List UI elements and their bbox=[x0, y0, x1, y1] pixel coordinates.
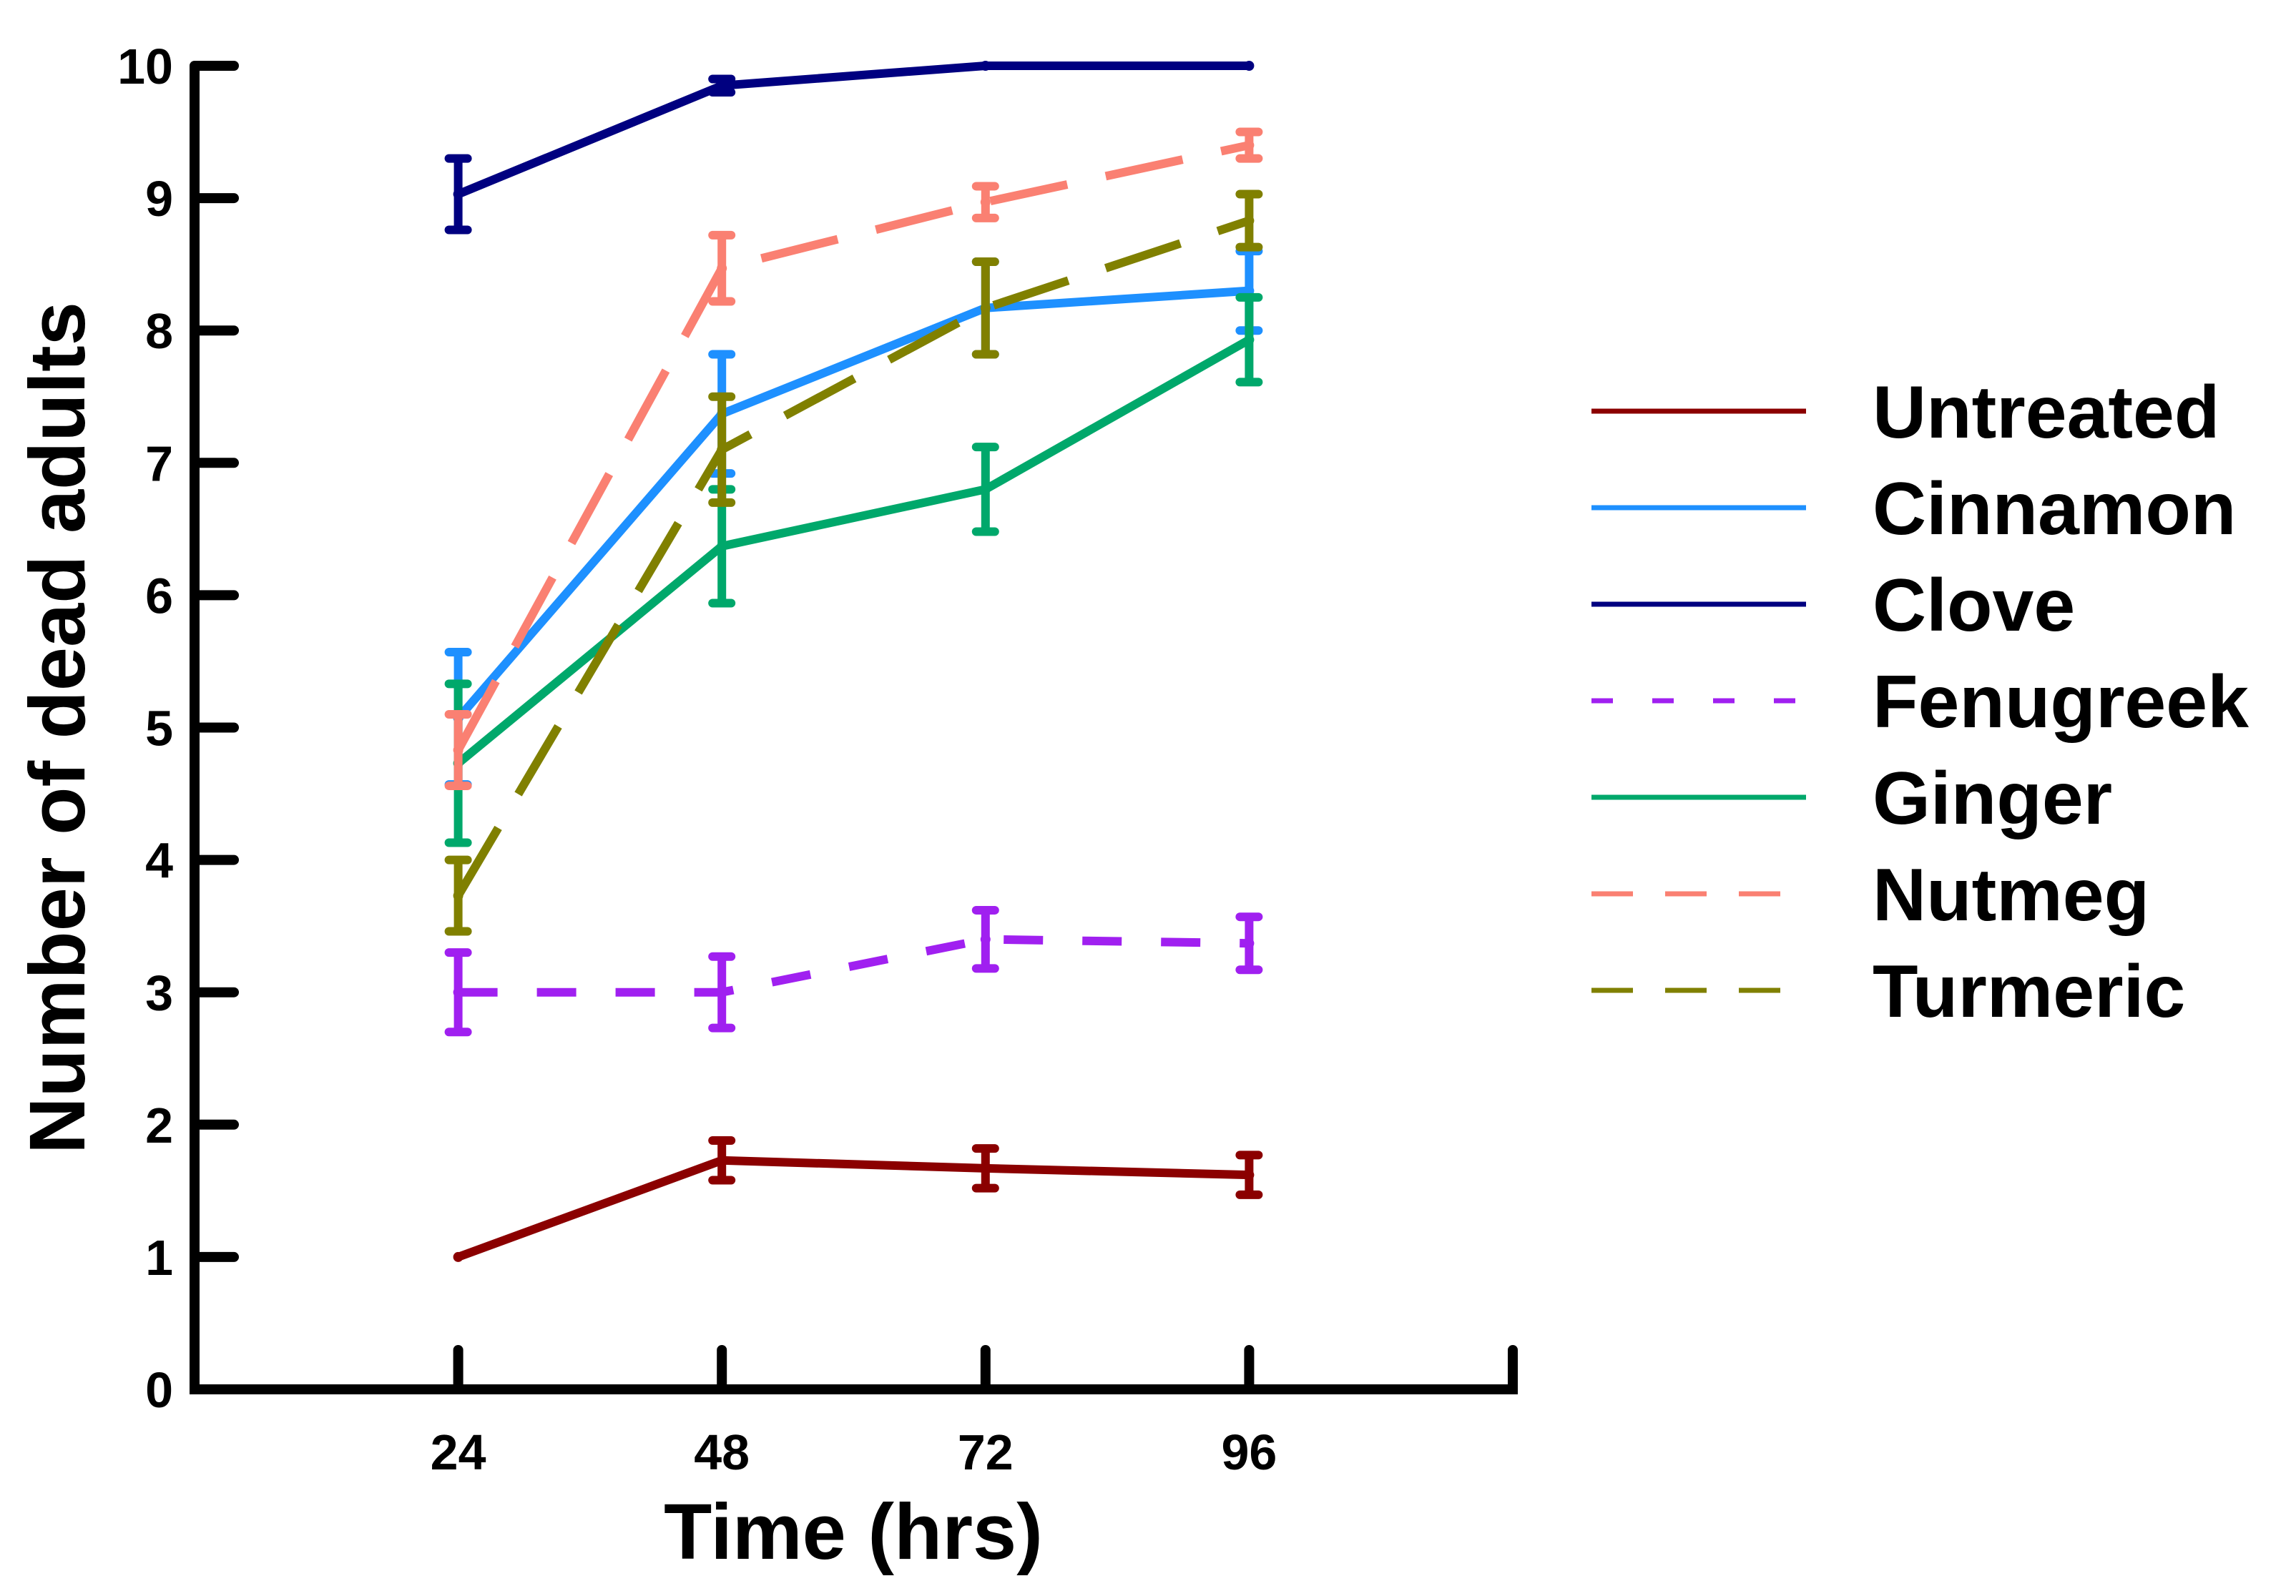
legend-item: Clove bbox=[1591, 564, 2075, 647]
y-ticks: 0 1 2 3 4 5 6 7 8 9 10 bbox=[117, 39, 239, 1418]
series-line-clove bbox=[456, 61, 1250, 199]
data-point bbox=[980, 61, 991, 71]
y-tick-label: 4 bbox=[145, 833, 173, 889]
x-axis-title: Time (hrs) bbox=[664, 1488, 1043, 1576]
y-tick-label: 6 bbox=[145, 568, 173, 624]
data-point bbox=[980, 302, 991, 313]
data-point bbox=[453, 890, 463, 901]
series-line-ginger bbox=[455, 335, 1252, 767]
legend-item: Turmeric bbox=[1591, 950, 2185, 1033]
data-point bbox=[717, 541, 727, 551]
series-fenugreek bbox=[444, 905, 1263, 1037]
legend-item: Ginger bbox=[1591, 757, 2112, 840]
data-point bbox=[1244, 335, 1255, 345]
data-point bbox=[453, 189, 463, 200]
series-clove bbox=[444, 61, 1255, 235]
data-point bbox=[717, 1155, 727, 1166]
y-tick-label: 8 bbox=[145, 303, 173, 359]
legend-label: Nutmeg bbox=[1873, 854, 2149, 937]
legend-label: Clove bbox=[1873, 564, 2075, 647]
data-point bbox=[980, 1163, 991, 1173]
x-tick-label: 72 bbox=[958, 1424, 1014, 1480]
data-point bbox=[1244, 215, 1255, 226]
legend-label: Turmeric bbox=[1873, 950, 2185, 1033]
legend-item: Nutmeg bbox=[1591, 854, 2149, 937]
series-line-untreated bbox=[456, 1156, 1250, 1261]
data-point bbox=[717, 263, 727, 274]
data-point bbox=[453, 1251, 463, 1262]
legend-item: Fenugreek bbox=[1591, 661, 2249, 744]
y-tick-label: 5 bbox=[145, 701, 173, 757]
data-point bbox=[717, 444, 727, 455]
axes bbox=[190, 66, 1518, 1394]
legend-label: Untreated bbox=[1873, 371, 2219, 454]
data-point bbox=[717, 987, 727, 998]
y-tick-label: 9 bbox=[145, 171, 173, 227]
x-ticks: 24 48 72 96 bbox=[431, 1345, 1277, 1480]
data-point bbox=[1244, 1170, 1255, 1181]
series-line-fenugreek bbox=[458, 935, 1250, 997]
legend-label: Fenugreek bbox=[1873, 661, 2249, 744]
data-point bbox=[1244, 61, 1255, 71]
data-point bbox=[453, 744, 463, 755]
y-tick-label: 3 bbox=[145, 965, 173, 1021]
y-tick-label: 0 bbox=[145, 1362, 173, 1418]
series-nutmeg bbox=[444, 127, 1263, 790]
series-line-turmeric bbox=[454, 216, 1251, 898]
legend-label: Cinnamon bbox=[1873, 468, 2236, 551]
legend-item: Untreated bbox=[1591, 371, 2219, 454]
y-axis-title: Number of dead adults bbox=[14, 302, 102, 1154]
legend-item: Cinnamon bbox=[1591, 468, 2236, 551]
series-line-nutmeg bbox=[454, 141, 1250, 752]
series-turmeric bbox=[444, 189, 1263, 936]
data-point bbox=[980, 484, 991, 495]
series-line-cinnamon bbox=[455, 286, 1250, 721]
y-tick-label: 2 bbox=[145, 1098, 173, 1153]
data-point bbox=[1244, 938, 1255, 949]
data-point bbox=[980, 934, 991, 945]
legend: Untreated Cinnamon Clove Fenugreek Ginger Nut… bbox=[1591, 371, 2249, 1033]
legend-label: Ginger bbox=[1873, 757, 2112, 840]
data-point bbox=[980, 197, 991, 207]
y-tick-label: 7 bbox=[145, 435, 173, 491]
data-point bbox=[453, 987, 463, 998]
x-tick-label: 48 bbox=[694, 1424, 750, 1480]
plot-area bbox=[444, 61, 1263, 1262]
y-tick-label: 1 bbox=[145, 1230, 173, 1286]
data-point bbox=[1244, 140, 1255, 151]
data-point bbox=[717, 80, 727, 91]
x-tick-label: 24 bbox=[431, 1424, 486, 1480]
y-tick-label: 10 bbox=[117, 39, 173, 94]
x-tick-label: 96 bbox=[1221, 1424, 1277, 1480]
series-untreated bbox=[453, 1136, 1263, 1262]
